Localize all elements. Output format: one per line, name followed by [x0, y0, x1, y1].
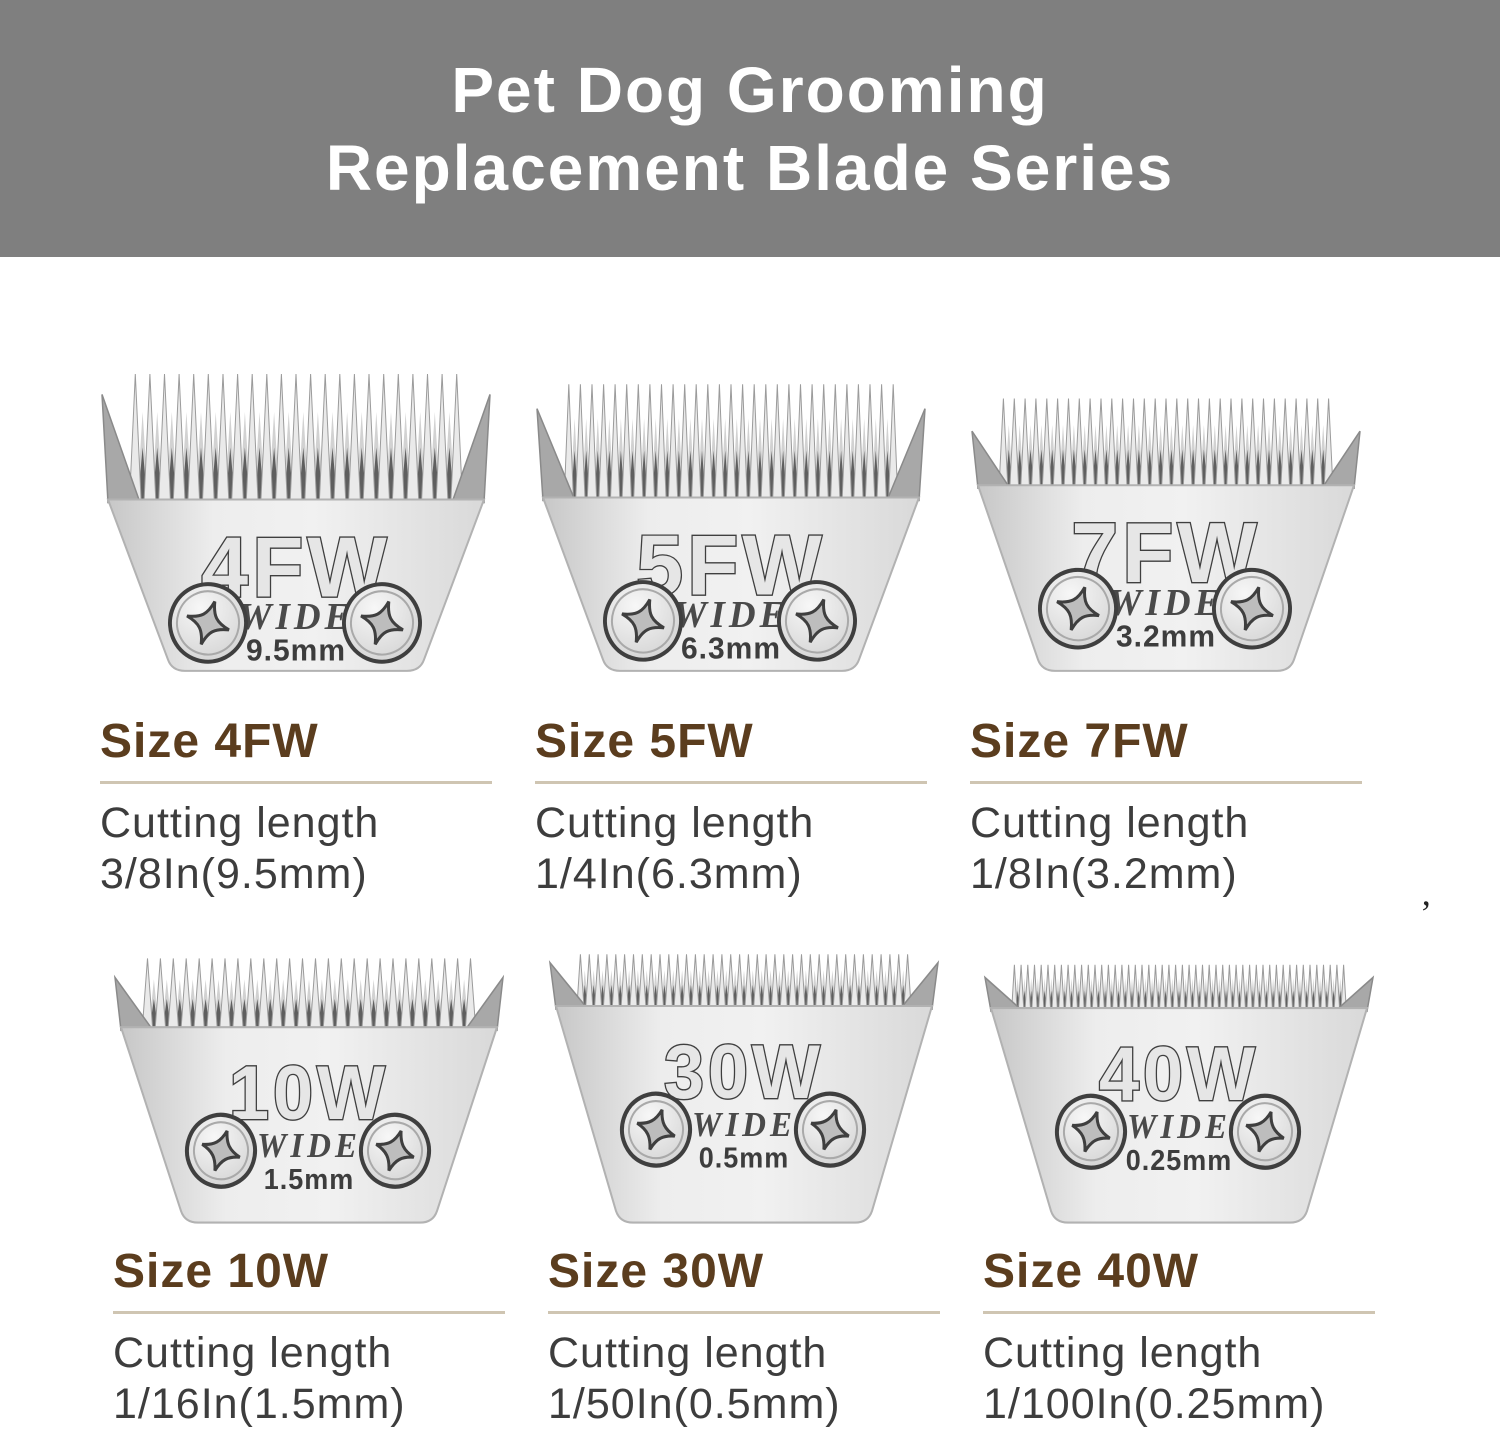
blade-info-30w: Size 30W Cutting length 1/50In(0.5mm)	[548, 1244, 940, 1430]
blade-grid-row-1: 4FW WIDE 9.5mm Size 4FW Cutting length 3…	[100, 372, 1362, 900]
heading-underline	[548, 1311, 940, 1314]
screw-icon	[1212, 567, 1292, 650]
cutting-length-label: Cutting length	[970, 799, 1250, 847]
cutting-length-7fw: Cutting length 1/8In(3.2mm)	[970, 798, 1362, 900]
cutting-length-value: 3/8In(9.5mm)	[100, 850, 368, 898]
blade-svg-10W: 10W WIDE 1.5mm	[113, 958, 505, 1224]
cutting-length-value: 1/8In(3.2mm)	[970, 850, 1238, 898]
blade-card-7fw: 7FW WIDE 3.2mm Size 7FW Cutting length 1…	[970, 372, 1362, 900]
cutting-length-30w: Cutting length 1/50In(0.5mm)	[548, 1328, 940, 1430]
heading-underline	[983, 1311, 1375, 1314]
blade-image-4fw: 4FW WIDE 9.5mm	[100, 372, 492, 678]
cutting-length-4fw: Cutting length 3/8In(9.5mm)	[100, 798, 492, 900]
blade-grid-row-2: 10W WIDE 1.5mm Size 10W Cutting length 1…	[113, 950, 1375, 1430]
front-teeth	[128, 374, 464, 502]
cutting-length-label: Cutting length	[983, 1329, 1263, 1377]
cutting-length-10w: Cutting length 1/16In(1.5mm)	[113, 1328, 505, 1430]
blade-wide-text: WIDE	[1127, 1108, 1231, 1146]
heading-underline	[113, 1311, 505, 1314]
blade-image-10w: 10W WIDE 1.5mm	[113, 950, 505, 1230]
blade-info-7fw: Size 7FW Cutting length 1/8In(3.2mm)	[970, 714, 1362, 900]
blade-gauge-text: 6.3mm	[681, 632, 781, 665]
cutting-length-label: Cutting length	[548, 1329, 828, 1377]
banner-title-line1: Pet Dog Grooming	[451, 53, 1049, 126]
blade-code-text: 40W	[1099, 1031, 1259, 1116]
blade-info-40w: Size 40W Cutting length 1/100In(0.25mm)	[983, 1244, 1375, 1430]
size-heading-10w: Size 10W	[113, 1245, 330, 1298]
blade-image-7fw: 7FW WIDE 3.2mm	[970, 372, 1362, 678]
front-teeth	[1011, 964, 1347, 1010]
size-heading-40w: Size 40W	[983, 1245, 1200, 1298]
size-heading-7fw: Size 7FW	[970, 715, 1189, 768]
blade-image-40w: 40W WIDE 0.25mm	[983, 950, 1375, 1230]
screw-icon	[620, 1091, 692, 1168]
blade-card-40w: 40W WIDE 0.25mm Size 40W Cutting length …	[983, 950, 1375, 1430]
heading-underline	[100, 781, 492, 784]
cutting-length-label: Cutting length	[100, 799, 380, 847]
blade-gauge-text: 1.5mm	[264, 1163, 355, 1195]
front-teeth	[576, 954, 912, 1008]
front-teeth	[141, 958, 477, 1029]
screw-icon	[185, 1112, 257, 1189]
cutting-length-value: 1/16In(1.5mm)	[113, 1380, 406, 1428]
banner-title-line2: Replacement Blade Series	[325, 131, 1175, 204]
blade-code-text: 30W	[664, 1029, 824, 1114]
blade-card-4fw: 4FW WIDE 9.5mm Size 4FW Cutting length 3…	[100, 372, 492, 900]
screw-icon	[794, 1091, 866, 1168]
cutting-length-label: Cutting length	[113, 1329, 393, 1377]
tooth-gaps	[1015, 990, 1343, 1010]
screw-icon	[1229, 1093, 1301, 1170]
header-banner: Pet Dog Grooming Replacement Blade Serie…	[0, 0, 1500, 257]
blade-info-10w: Size 10W Cutting length 1/16In(1.5mm)	[113, 1244, 505, 1430]
cutting-length-value: 1/50In(0.5mm)	[548, 1380, 841, 1428]
blade-card-10w: 10W WIDE 1.5mm Size 10W Cutting length 1…	[113, 950, 505, 1430]
blade-image-5fw: 5FW WIDE 6.3mm	[535, 372, 927, 678]
blade-wide-text: WIDE	[692, 1106, 796, 1144]
blade-wide-text: WIDE	[1109, 582, 1224, 623]
blade-image-30w: 30W WIDE 0.5mm	[548, 950, 940, 1230]
tooth-gaps	[1005, 449, 1327, 487]
front-teeth	[998, 398, 1334, 487]
rear-teeth	[570, 418, 892, 499]
screw-icon	[1055, 1093, 1127, 1170]
front-teeth	[563, 384, 899, 499]
blade-info-5fw: Size 5FW Cutting length 1/4In(6.3mm)	[535, 714, 927, 900]
screw-icon	[1038, 567, 1118, 650]
blade-svg-4FW: 4FW WIDE 9.5mm	[101, 374, 491, 672]
cutting-length-value: 1/4In(6.3mm)	[535, 850, 803, 898]
size-heading-5fw: Size 5FW	[535, 715, 754, 768]
tooth-gaps	[137, 447, 455, 501]
cutting-length-5fw: Cutting length 1/4In(6.3mm)	[535, 798, 927, 900]
size-heading-4fw: Size 4FW	[100, 715, 319, 768]
screw-icon	[603, 580, 683, 662]
blade-wide-text: WIDE	[674, 595, 789, 636]
cutting-length-label: Cutting length	[535, 799, 815, 847]
screw-icon	[168, 582, 248, 664]
cutting-length-40w: Cutting length 1/100In(0.25mm)	[983, 1328, 1375, 1430]
heading-underline	[535, 781, 927, 784]
blade-svg-7FW: 7FW WIDE 3.2mm	[971, 398, 1361, 672]
size-heading-30w: Size 30W	[548, 1245, 765, 1298]
blade-gauge-text: 9.5mm	[246, 634, 346, 667]
blade-wide-text: WIDE	[239, 597, 354, 638]
blade-body	[554, 1004, 934, 1224]
screw-icon	[342, 582, 422, 664]
blade-info-4fw: Size 4FW Cutting length 3/8In(9.5mm)	[100, 714, 492, 900]
blade-svg-40W: 40W WIDE 0.25mm	[983, 964, 1375, 1224]
blade-gauge-text: 3.2mm	[1116, 620, 1216, 653]
blade-svg-30W: 30W WIDE 0.5mm	[548, 954, 940, 1224]
blade-svg-5FW: 5FW WIDE 6.3mm	[536, 384, 926, 672]
blade-wide-text: WIDE	[257, 1127, 361, 1165]
cutting-length-value: 1/100In(0.25mm)	[983, 1380, 1326, 1428]
blade-card-5fw: 5FW WIDE 6.3mm Size 5FW Cutting length 1…	[535, 372, 927, 900]
heading-underline	[970, 781, 1362, 784]
blade-card-30w: 30W WIDE 0.5mm Size 30W Cutting length 1…	[548, 950, 940, 1430]
blade-gauge-text: 0.25mm	[1126, 1144, 1233, 1176]
screw-icon	[777, 580, 857, 662]
blade-code-text: 10W	[229, 1050, 389, 1135]
blade-gauge-text: 0.5mm	[699, 1142, 790, 1174]
screw-icon	[359, 1112, 431, 1189]
stray-apostrophe-mark: ’	[1420, 893, 1432, 933]
